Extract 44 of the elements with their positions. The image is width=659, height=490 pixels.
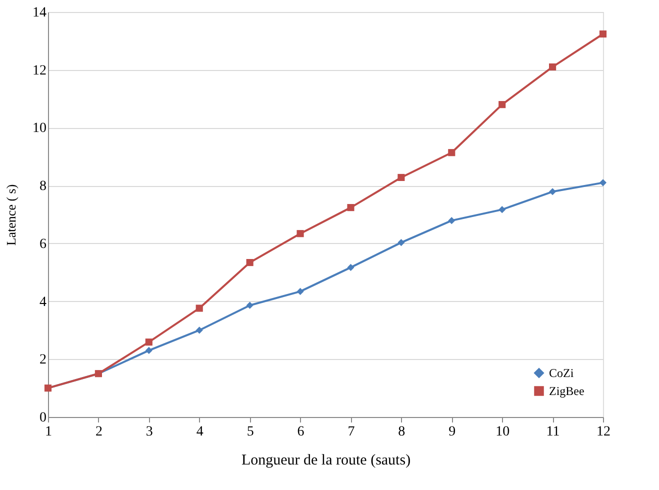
x-tick-label: 8: [398, 424, 406, 440]
x-tick-label: 9: [448, 424, 456, 440]
x-tick-label: 1: [45, 424, 52, 440]
y-tick-label: 6: [40, 236, 46, 252]
y-tick-label: 8: [40, 179, 46, 194]
legend-label: CoZi: [549, 366, 574, 380]
x-tick-label: 10: [496, 424, 510, 440]
point: [398, 239, 405, 246]
point: [196, 326, 203, 334]
y-tick-label: 12: [32, 63, 46, 78]
x-tick-label: 6: [297, 424, 304, 440]
point: [498, 101, 506, 108]
point: [549, 188, 556, 196]
x-axis-title: Longueur de la route (sauts): [241, 452, 411, 468]
x-tick-label: 4: [196, 424, 204, 440]
y-axis-title: Latence ( s): [4, 184, 18, 246]
x-tick-label: 3: [146, 424, 153, 440]
y-tick-label: 2: [40, 352, 46, 368]
point: [599, 179, 607, 186]
y-tick-label: 0: [40, 410, 46, 426]
x-tick-label: 2: [95, 424, 102, 440]
point: [448, 149, 456, 156]
point: [549, 63, 556, 70]
point: [498, 206, 506, 214]
y-tick-label: 10: [32, 121, 46, 136]
x-tick-label: 5: [246, 424, 254, 440]
legend-label: ZigBee: [549, 384, 584, 398]
point: [347, 204, 354, 212]
point: [347, 264, 354, 271]
point: [296, 288, 304, 295]
point: [145, 346, 152, 354]
y-tick-label: 4: [40, 294, 46, 310]
x-tick-label: 7: [348, 424, 355, 440]
point: [196, 304, 203, 312]
x-tick-label: 11: [546, 424, 560, 440]
point: [145, 338, 152, 346]
y-tick-label: 14: [32, 6, 46, 20]
x-tick-label: 12: [596, 424, 610, 440]
point: [296, 230, 304, 238]
point: [599, 30, 607, 38]
point: [246, 302, 254, 309]
point: [398, 174, 405, 182]
point: [246, 258, 254, 266]
point: [448, 217, 456, 224]
